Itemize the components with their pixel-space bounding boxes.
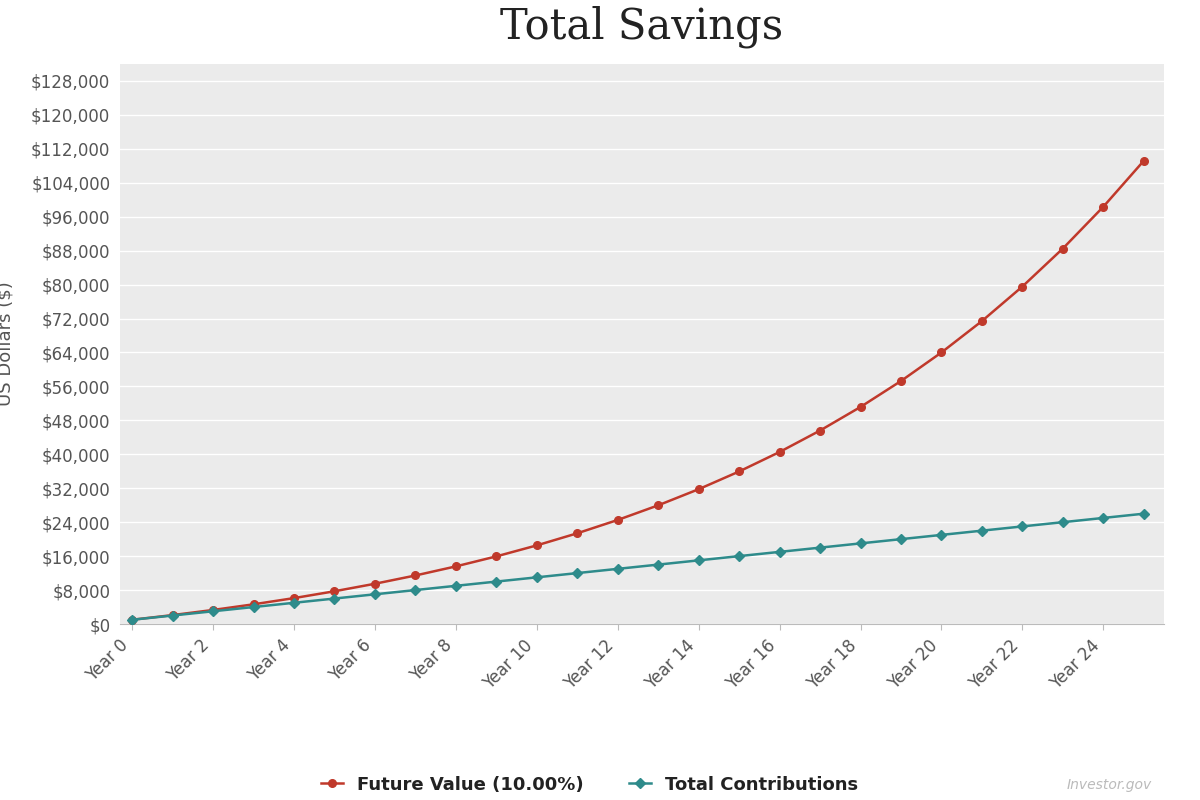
Total Contributions [328, 594, 342, 603]
Text: Investor.gov: Investor.gov [1067, 778, 1152, 792]
Total Contributions [287, 598, 301, 607]
Total Contributions [529, 573, 544, 582]
Total Contributions [1136, 509, 1151, 518]
Future Value (10.00%) [935, 348, 949, 358]
Total Contributions [449, 581, 463, 590]
Future Value (10.00%) [691, 485, 706, 494]
Y-axis label: US Dollars ($): US Dollars ($) [0, 282, 14, 406]
Future Value (10.00%) [853, 402, 868, 412]
Total Contributions [1015, 522, 1030, 531]
Total Contributions [650, 560, 665, 570]
Total Contributions [853, 538, 868, 548]
Total Contributions [935, 530, 949, 540]
Total Contributions [490, 577, 504, 586]
Total Contributions [773, 547, 787, 557]
Total Contributions [125, 615, 139, 625]
Future Value (10.00%) [1136, 156, 1151, 166]
Total Contributions [812, 543, 827, 553]
Total Contributions [974, 526, 989, 535]
Total Contributions [408, 586, 422, 595]
Future Value (10.00%) [166, 610, 180, 620]
Future Value (10.00%) [449, 562, 463, 571]
Title: Total Savings: Total Savings [500, 6, 784, 49]
Future Value (10.00%) [490, 551, 504, 561]
Total Contributions [1096, 513, 1110, 522]
Total Contributions [246, 602, 260, 612]
Total Contributions [367, 590, 382, 599]
Future Value (10.00%) [125, 615, 139, 625]
Future Value (10.00%) [1056, 244, 1070, 254]
Future Value (10.00%) [367, 579, 382, 589]
Future Value (10.00%) [611, 515, 625, 525]
Total Contributions [691, 555, 706, 565]
Total Contributions [206, 606, 221, 616]
Line: Future Value (10.00%): Future Value (10.00%) [128, 157, 1147, 623]
Future Value (10.00%) [732, 466, 746, 476]
Future Value (10.00%) [408, 570, 422, 580]
Future Value (10.00%) [650, 501, 665, 510]
Future Value (10.00%) [287, 594, 301, 603]
Line: Total Contributions: Total Contributions [128, 510, 1147, 623]
Future Value (10.00%) [773, 447, 787, 457]
Future Value (10.00%) [812, 426, 827, 435]
Future Value (10.00%) [974, 316, 989, 326]
Future Value (10.00%) [1015, 282, 1030, 291]
Total Contributions [1056, 518, 1070, 527]
Future Value (10.00%) [328, 586, 342, 596]
Future Value (10.00%) [1096, 202, 1110, 211]
Future Value (10.00%) [570, 529, 584, 538]
Total Contributions [166, 610, 180, 620]
Total Contributions [894, 534, 908, 544]
Future Value (10.00%) [246, 599, 260, 609]
Total Contributions [611, 564, 625, 574]
Legend: Future Value (10.00%), Total Contributions: Future Value (10.00%), Total Contributio… [322, 776, 858, 794]
Future Value (10.00%) [529, 541, 544, 550]
Future Value (10.00%) [206, 605, 221, 614]
Future Value (10.00%) [894, 376, 908, 386]
Total Contributions [732, 551, 746, 561]
Total Contributions [570, 568, 584, 578]
